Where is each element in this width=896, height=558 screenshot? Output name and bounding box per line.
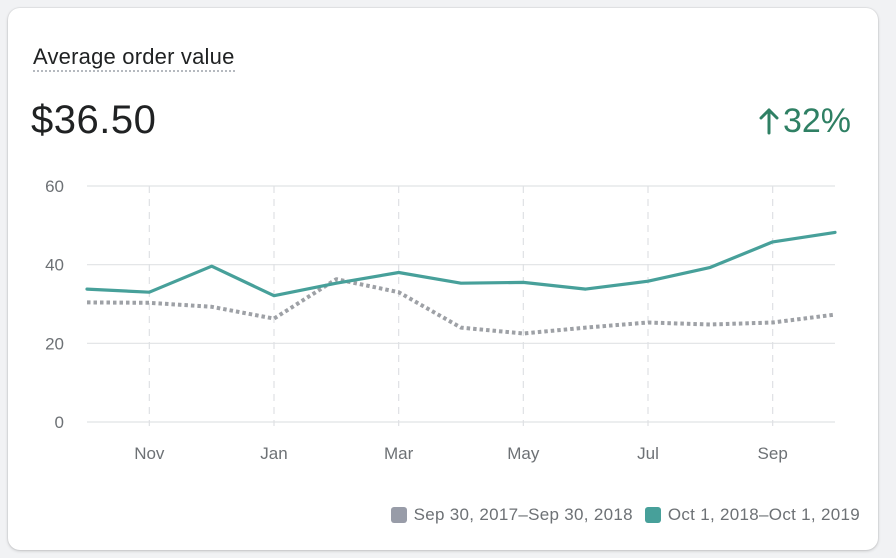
data-point[interactable] — [647, 321, 649, 323]
x-tick-label: Sep — [758, 444, 788, 463]
chart-series — [85, 230, 837, 336]
average-order-value-card: Average order value $36.50 32% 0 20 40 60 No… — [8, 8, 878, 550]
data-point[interactable] — [709, 323, 711, 325]
data-point[interactable] — [647, 280, 649, 282]
series-line-1[interactable] — [86, 277, 836, 336]
data-point[interactable] — [834, 314, 836, 316]
legend-item-1[interactable]: Sep 30, 2017–Sep 30, 2018 — [390, 505, 633, 525]
y-tick-label: 20 — [45, 334, 64, 353]
data-point[interactable] — [522, 333, 524, 335]
x-tick-label: May — [507, 444, 540, 463]
legend-swatch — [390, 507, 407, 523]
x-tick-label: Jan — [260, 444, 287, 463]
data-point[interactable] — [585, 288, 587, 290]
data-point[interactable] — [211, 306, 213, 308]
data-point[interactable] — [335, 278, 337, 280]
data-point[interactable] — [148, 302, 150, 304]
data-point[interactable] — [148, 291, 150, 293]
legend-label: Sep 30, 2017–Sep 30, 2018 — [413, 505, 633, 524]
y-tick-label: 0 — [55, 413, 64, 432]
data-point[interactable] — [460, 327, 462, 329]
data-point[interactable] — [834, 231, 836, 233]
data-point[interactable] — [398, 272, 400, 274]
y-tick-label: 40 — [45, 256, 64, 275]
data-point[interactable] — [211, 265, 213, 267]
x-tick-label: Nov — [134, 444, 165, 463]
data-point[interactable] — [86, 288, 88, 290]
change-percentage: 32% — [782, 102, 851, 140]
data-point[interactable] — [460, 282, 462, 284]
chart-legend: Sep 30, 2017–Sep 30, 2018 Oct 1, 2018–Oct… — [379, 505, 860, 525]
card-title[interactable]: Average order value — [33, 45, 235, 72]
x-tick-label: Mar — [384, 444, 414, 463]
data-point[interactable] — [273, 295, 275, 297]
x-tick-label: Jul — [637, 444, 659, 463]
line-chart: 0 20 40 60 Nov Jan Mar May Jul Sep — [45, 177, 837, 463]
chart-axes: 0 20 40 60 Nov Jan Mar May Jul Sep — [45, 177, 788, 463]
data-point[interactable] — [585, 327, 587, 329]
metric-value: $36.50 — [31, 98, 157, 142]
arrow-up-icon — [759, 108, 779, 135]
y-tick-label: 60 — [45, 177, 64, 196]
data-point[interactable] — [709, 266, 711, 268]
legend-item-2[interactable]: Oct 1, 2018–Oct 1, 2019 — [644, 505, 860, 525]
data-point[interactable] — [772, 241, 774, 243]
change-indicator: 32% — [758, 98, 851, 144]
data-point[interactable] — [772, 321, 774, 323]
data-point[interactable] — [398, 291, 400, 293]
legend-swatch — [644, 507, 661, 523]
data-point[interactable] — [522, 281, 524, 283]
data-point[interactable] — [335, 282, 337, 284]
data-point[interactable] — [273, 318, 275, 320]
series-line-2[interactable] — [85, 230, 837, 298]
legend-label: Oct 1, 2018–Oct 1, 2019 — [667, 505, 860, 524]
data-point[interactable] — [86, 301, 88, 303]
